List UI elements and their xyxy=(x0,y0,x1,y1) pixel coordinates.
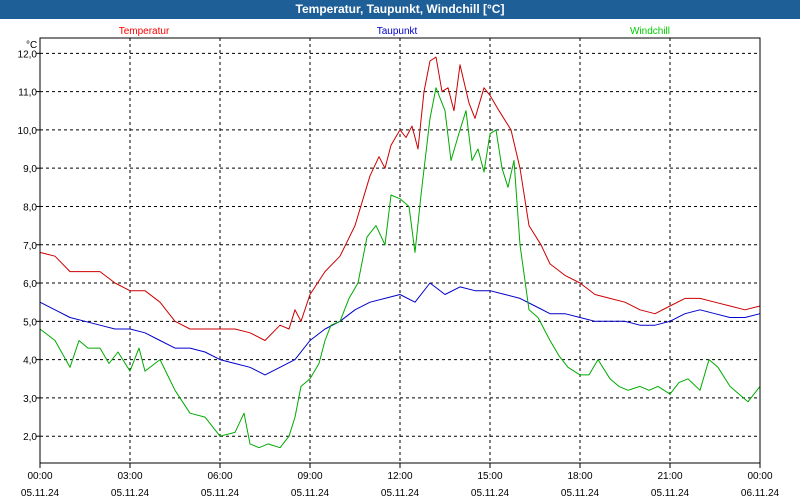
y-tick-label: 12,0 xyxy=(18,49,38,60)
y-tick-label: 10,0 xyxy=(18,126,38,137)
chart-title: Temperatur, Taupunkt, Windchill [°C] xyxy=(0,0,800,19)
x-tick-date-label: 05.11.24 xyxy=(201,488,240,499)
y-tick-label: 11,0 xyxy=(18,88,37,99)
legend-label-windchill: Windchill xyxy=(630,26,670,37)
y-tick-label: 2,0 xyxy=(23,432,37,443)
y-tick-label: 5,0 xyxy=(23,317,37,328)
series-line-windchill xyxy=(39,87,761,449)
y-tick-label: 8,0 xyxy=(23,202,37,213)
y-axis-unit-label: °C xyxy=(26,40,37,51)
axes: 2,0 3,0 4,0 5,0 6,0 7,0 8,0 9,0 10,0 11,0 12,0 00:0… xyxy=(18,49,780,499)
legend: Temperatur Taupunkt Windchill xyxy=(119,26,670,37)
y-tick-label: 4,0 xyxy=(23,356,37,367)
x-tick-time-label: 00:00 xyxy=(747,471,772,482)
x-tick-date-label: 05.11.24 xyxy=(561,488,600,499)
x-tick-date-label: 05.11.24 xyxy=(651,488,690,499)
x-tick-date-label: 05.11.24 xyxy=(291,488,330,499)
x-tick-time-label: 12:00 xyxy=(387,471,412,482)
series-line-temperatur xyxy=(39,56,761,341)
x-tick-time-label: 03:00 xyxy=(117,471,142,482)
x-tick-time-label: 15:00 xyxy=(477,471,502,482)
line-chart: 2,0 3,0 4,0 5,0 6,0 7,0 8,0 9,0 10,0 11,0 12,0 00:0… xyxy=(0,19,800,500)
y-tick-label: 9,0 xyxy=(23,164,37,175)
y-tick-label: 6,0 xyxy=(23,279,37,290)
legend-label-taupunkt: Taupunkt xyxy=(377,26,418,37)
y-tick-label: 3,0 xyxy=(23,394,37,405)
x-tick-date-label: 05.11.24 xyxy=(21,488,60,499)
legend-label-temperatur: Temperatur xyxy=(119,26,170,37)
x-tick-time-label: 00:00 xyxy=(27,471,52,482)
x-tick-date-label: 05.11.24 xyxy=(471,488,510,499)
x-tick-time-label: 09:00 xyxy=(297,471,322,482)
x-tick-date-label: 06.11.24 xyxy=(741,488,780,499)
x-tick-date-label: 05.11.24 xyxy=(381,488,420,499)
y-tick-label: 7,0 xyxy=(23,241,37,252)
x-tick-time-label: 06:00 xyxy=(207,471,232,482)
x-tick-time-label: 18:00 xyxy=(567,471,592,482)
x-tick-time-label: 21:00 xyxy=(657,471,682,482)
series-line-taupunkt xyxy=(39,282,761,376)
series-group xyxy=(39,56,761,449)
x-tick-date-label: 05.11.24 xyxy=(111,488,150,499)
